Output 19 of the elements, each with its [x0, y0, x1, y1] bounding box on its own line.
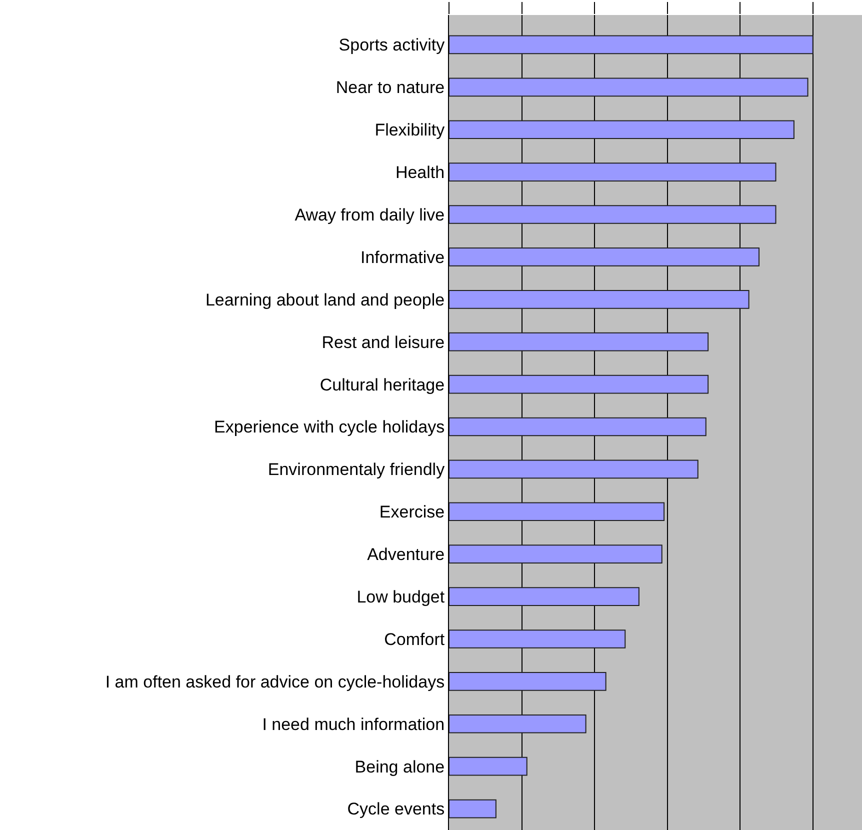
y-tick-label: Exercise — [379, 502, 445, 522]
y-tick-label: Environmentaly friendly — [268, 460, 446, 480]
y-tick-label: Experience with cycle holidays — [214, 418, 445, 437]
y-tick-label: Near to nature — [336, 78, 445, 98]
y-tick-label: Sports activity — [338, 36, 446, 55]
y-tick-label: Adventure — [367, 545, 445, 564]
y-tick-label: Low budget — [356, 587, 445, 606]
y-tick-label: Being alone — [354, 757, 445, 776]
y-tick-label: Comfort — [384, 630, 445, 649]
y-tick-label: I am often asked for advice on cycle-holidays — [105, 672, 445, 692]
y-tick-label: Rest and leisure — [322, 332, 445, 352]
y-tick-label: Cultural heritage — [320, 375, 445, 394]
y-tick-label: I need much information — [262, 714, 445, 734]
y-tick-label: Away from daily live — [294, 205, 445, 224]
y-tick-label: Cycle events — [347, 800, 445, 819]
y-tick-label: Learning about land and people — [205, 290, 445, 310]
y-tick-label: Health — [395, 163, 445, 182]
y-tick-label: Flexibility — [374, 120, 446, 140]
y-tick-label: Informative — [360, 248, 445, 267]
